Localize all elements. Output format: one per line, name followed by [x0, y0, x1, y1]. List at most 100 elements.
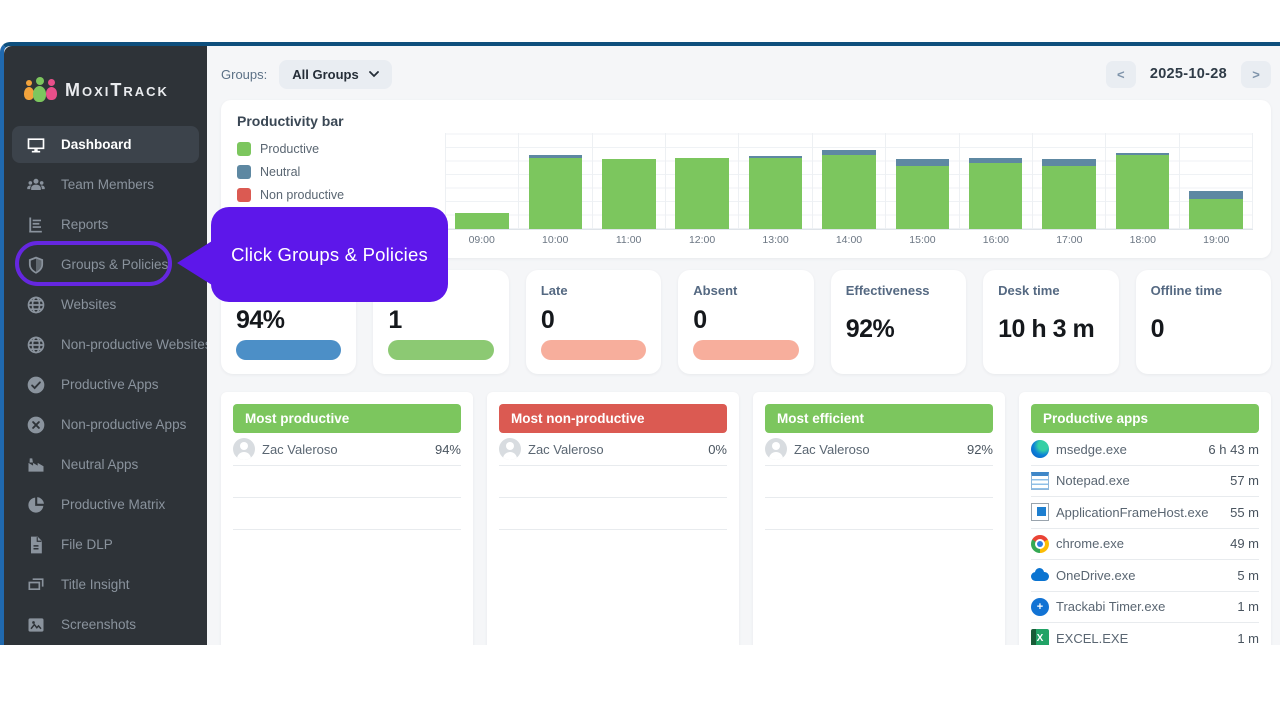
sidebar-item-websites[interactable]: Websites [12, 286, 199, 323]
sidebar-item-reports[interactable]: Reports [12, 206, 199, 243]
sidebar-item-groups-policies[interactable]: Groups & Policies [12, 246, 199, 283]
date-text: 2025-10-28 [1149, 66, 1227, 82]
sidebar-item-dashboard[interactable]: Dashboard [12, 126, 199, 163]
app-duration: 57 m [1230, 473, 1259, 489]
legend-swatch [237, 142, 251, 156]
sidebar-item-label: Screenshots [61, 617, 137, 632]
empty-row [233, 498, 461, 530]
bar-segment-productive [602, 159, 656, 229]
app-duration: 49 m [1230, 536, 1259, 552]
bar-segment-neutral [895, 159, 950, 166]
x-tick-label: 13:00 [762, 234, 789, 246]
member-name: Zac Valeroso [528, 441, 604, 457]
empty-row [499, 466, 727, 498]
app-duration: 55 m [1230, 504, 1259, 520]
stat-label: Desk time [998, 283, 1060, 298]
stat-value: 0 [1150, 315, 1165, 343]
sidebar-item-label: Non-productive Websites [61, 337, 207, 352]
stat-card-late: Late 0 [525, 270, 662, 374]
stat-card-absent: Absent 0 [678, 270, 814, 374]
stat-label: Late [540, 283, 568, 298]
stat-pill [693, 340, 799, 360]
app-name: EXCEL.EXE [1056, 630, 1129, 645]
x-tick-label: 10:00 [542, 234, 569, 246]
legend-label: Productive [260, 142, 320, 156]
legend-item-productive: Productive [237, 142, 344, 156]
avatar [499, 438, 521, 461]
next-day-button[interactable]: > [1241, 60, 1271, 88]
groups-select[interactable]: All Groups [279, 59, 392, 89]
bar-group-0900 [445, 133, 518, 229]
moxitrack-logo-icon [24, 76, 57, 104]
legend-label: Non productive [260, 188, 345, 202]
sidebar-item-non-productive-apps[interactable]: Non-productive Apps [12, 406, 199, 443]
avatar [765, 438, 787, 461]
sidebar-item-productive-matrix[interactable]: Productive Matrix [12, 486, 199, 523]
x-tick-label: 19:00 [1203, 234, 1230, 246]
sidebar-item-team-members[interactable]: Team Members [12, 166, 199, 203]
app-duration: 1 m [1237, 630, 1259, 645]
bar-group-1400 [811, 133, 885, 229]
panel-productive-apps: Productive apps msedge.exe 6 h 43 m Notepad… [1019, 392, 1271, 645]
empty-row [765, 466, 993, 498]
factory-icon [25, 454, 46, 475]
leaderboard-row[interactable]: Zac Valeroso 94% [233, 434, 461, 466]
date-nav: < 2025-10-28 > [1105, 60, 1271, 88]
stat-value: 10 h 3 m [998, 315, 1095, 343]
stat-card-offline-time: Offline time 0 [1135, 270, 1271, 374]
empty-row [765, 498, 993, 530]
legend-label: Neutral [260, 165, 301, 179]
member-value: 92% [966, 441, 993, 457]
bottom-panels: Most productive Zac Valeroso 94% Most non-p… [221, 392, 1271, 645]
sidebar-item-file-dlp[interactable]: File DLP [12, 526, 199, 563]
sidebar-item-neutral-apps[interactable]: Neutral Apps [12, 446, 199, 483]
groups-select-value: All Groups [292, 66, 359, 82]
main-content: Groups: All Groups < 2025-10-28 > Produc… [207, 46, 1280, 645]
reports-icon [25, 214, 46, 235]
sidebar-item-productive-apps[interactable]: Productive Apps [12, 366, 199, 403]
prev-day-button[interactable]: < [1105, 60, 1136, 88]
sidebar-item-label: File DLP [61, 537, 113, 552]
sidebar-item-label: Websites [61, 297, 117, 312]
leaderboard-row[interactable]: Zac Valeroso 92% [765, 434, 993, 466]
bar-group-1000 [518, 133, 591, 229]
check-circle-icon [25, 374, 46, 395]
app-duration: 5 m [1237, 567, 1259, 583]
bar-group-1200 [665, 133, 738, 229]
file-icon [25, 534, 46, 555]
app-row: + Trackabi Timer.exe 1 m [1031, 592, 1259, 623]
pie-icon [25, 494, 46, 515]
bar-group-1300 [738, 133, 811, 229]
image-icon [25, 614, 46, 635]
bar-segment-neutral [968, 157, 1023, 163]
bar-group-1100 [591, 133, 665, 229]
notepad-icon [1031, 471, 1049, 490]
app-name: OneDrive.exe [1056, 567, 1136, 583]
sidebar-item-title-insight[interactable]: Title Insight [12, 566, 199, 603]
dashboard-icon [25, 134, 46, 155]
app-duration: 6 h 43 m [1208, 441, 1259, 457]
bar-segment-productive [968, 162, 1023, 229]
sidebar-item-non-productive-websites[interactable]: Non-productive Websites [12, 326, 207, 363]
bar-segment-productive [748, 157, 803, 229]
leaderboard-row[interactable]: Zac Valeroso 0% [499, 434, 727, 466]
stat-value: 94% [236, 306, 285, 334]
empty-row [499, 498, 727, 530]
sidebar-item-label: Productive Apps [61, 377, 159, 392]
bar-segment-productive [895, 165, 950, 229]
sidebar-item-label: Dashboard [61, 137, 132, 152]
app-name: msedge.exe [1056, 441, 1127, 457]
topbar: Groups: All Groups < 2025-10-28 > [221, 54, 1271, 94]
x-tick-label: 14:00 [835, 234, 863, 246]
bar-segment-productive [1115, 154, 1170, 229]
app-window: MoxiTrack Dashboard Team Members Reports Gr… [0, 42, 1280, 645]
avatar [233, 438, 255, 461]
stat-pill [540, 340, 647, 360]
sidebar-item-screenshots[interactable]: Screenshots [12, 606, 199, 643]
stat-value: 0 [693, 306, 707, 334]
tooltip-text: Click Groups & Policies [231, 243, 428, 265]
productivity-chart-card: Productivity bar Productive Neutral Non pr… [221, 100, 1271, 258]
sidebar-nav: Dashboard Team Members Reports Groups & Pol… [4, 126, 207, 643]
shield-icon [25, 254, 46, 275]
empty-row [233, 466, 461, 498]
